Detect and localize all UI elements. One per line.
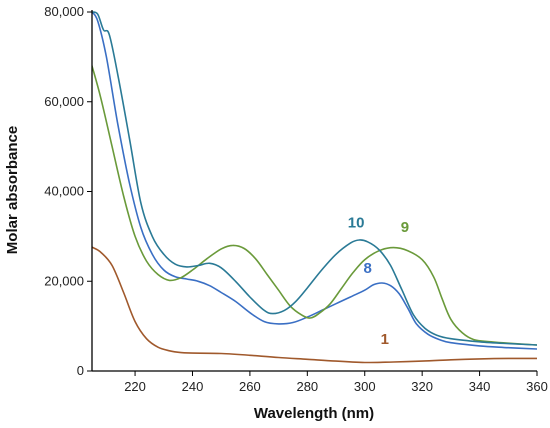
- y-tick-label: 80,000: [44, 4, 84, 19]
- y-axis-title: Molar absorbance: [4, 126, 21, 254]
- series-label-1: 1: [381, 331, 389, 348]
- y-ticks: 0 20,000 40,000 60,000 80,000: [44, 4, 92, 378]
- x-tick-label: 240: [182, 379, 204, 394]
- x-tick-label: 340: [469, 379, 491, 394]
- series-label-10: 10: [348, 214, 365, 231]
- series-line-10: [92, 11, 537, 346]
- x-tick-label: 360: [526, 379, 548, 394]
- x-tick-label: 300: [354, 379, 376, 394]
- x-tick-label: 280: [296, 379, 318, 394]
- x-ticks: 220 240 260 280 300 320 340 360: [124, 371, 548, 394]
- series-label-9: 9: [401, 219, 409, 236]
- y-tick-label: 20,000: [44, 273, 84, 288]
- x-tick-label: 220: [124, 379, 146, 394]
- y-tick-label: 0: [77, 363, 84, 378]
- axes: [91, 10, 537, 372]
- y-tick-label: 40,000: [44, 184, 84, 199]
- series-layer: [92, 11, 537, 364]
- series-line-1: [92, 246, 537, 364]
- y-tick-label: 60,000: [44, 94, 84, 109]
- x-tick-label: 260: [239, 379, 261, 394]
- series-line-9: [92, 65, 537, 346]
- series-line-8: [92, 11, 537, 350]
- series-label-layer: 1 8 9 10: [348, 214, 409, 348]
- series-label-8: 8: [363, 260, 371, 277]
- x-tick-label: 320: [411, 379, 433, 394]
- x-axis-title: Wavelength (nm): [254, 405, 374, 422]
